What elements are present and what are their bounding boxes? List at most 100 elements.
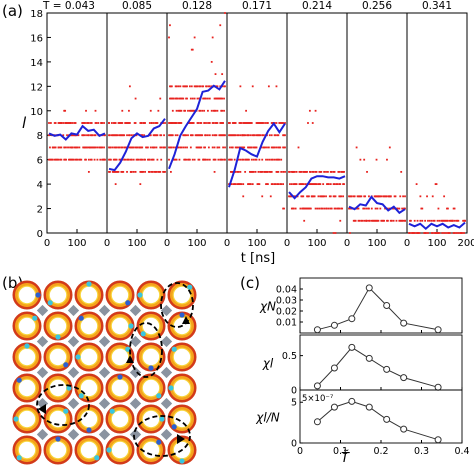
data-point <box>221 134 224 137</box>
data-point <box>240 122 243 124</box>
data-point <box>231 170 234 173</box>
data-point <box>196 97 199 100</box>
data-point <box>310 195 313 198</box>
data-point <box>65 158 67 161</box>
data-point <box>119 122 122 124</box>
data-point <box>257 134 260 137</box>
data-point <box>371 219 374 222</box>
data-point <box>276 170 279 173</box>
data-point <box>319 170 322 173</box>
data-point <box>82 134 85 137</box>
c-x-axis-label: T̃ <box>341 451 350 466</box>
mean-line <box>288 175 346 200</box>
data-point <box>284 146 286 149</box>
lattice-ring-core <box>48 285 68 305</box>
lattice-ring-core <box>48 409 68 429</box>
data-point <box>82 122 85 124</box>
data-point <box>333 207 336 210</box>
data-point <box>90 122 93 124</box>
data-point <box>307 207 309 210</box>
data-point <box>175 158 178 161</box>
data-point <box>238 183 241 186</box>
data-point <box>427 219 429 222</box>
data-point <box>276 183 279 186</box>
data-marker <box>365 403 373 411</box>
data-point <box>389 195 392 198</box>
data-point <box>148 122 151 124</box>
data-point <box>215 97 218 100</box>
lattice-ring <box>167 342 197 372</box>
data-point <box>59 122 62 124</box>
data-point <box>186 85 188 88</box>
data-point <box>121 146 124 149</box>
data-point <box>149 109 152 112</box>
lattice-patch <box>168 385 174 391</box>
data-point <box>211 134 214 137</box>
lattice-patch <box>94 455 100 461</box>
data-point <box>452 232 455 234</box>
ring-lattice <box>12 280 197 465</box>
data-point <box>163 134 165 137</box>
data-point <box>381 219 384 222</box>
data-point <box>109 146 112 149</box>
mean-line <box>108 118 166 172</box>
lattice-ring-inner <box>170 407 194 431</box>
data-point <box>60 146 63 149</box>
data-point <box>189 134 192 137</box>
data-point <box>252 146 255 149</box>
data-point <box>128 85 131 88</box>
data-point <box>74 158 77 161</box>
data-point <box>322 195 325 198</box>
data-point <box>98 146 101 149</box>
data-point <box>215 122 218 124</box>
data-point <box>112 170 115 173</box>
data-point <box>336 183 339 186</box>
scale-note: 5×10⁻⁷ <box>302 394 334 404</box>
data-point <box>177 85 180 88</box>
data-point <box>413 219 416 222</box>
data-point <box>330 207 333 210</box>
y-tick-label: 0.01 <box>276 318 297 329</box>
data-point <box>236 170 239 173</box>
data-point <box>170 146 173 149</box>
data-point <box>205 85 207 88</box>
x-tick-label: 200 <box>457 238 474 249</box>
data-point <box>248 122 250 124</box>
data-point <box>183 134 186 137</box>
data-point <box>87 170 90 173</box>
data-point <box>52 146 55 149</box>
data-point <box>333 183 336 186</box>
data-marker <box>365 284 373 292</box>
data-point <box>430 232 433 234</box>
lattice-patch <box>159 416 165 422</box>
data-point <box>376 207 379 210</box>
data-point <box>299 170 302 173</box>
lattice-ring-core <box>141 409 161 429</box>
data-point <box>134 97 137 100</box>
data-point <box>303 219 306 222</box>
data-point <box>275 170 278 173</box>
data-point <box>449 219 452 222</box>
data-point <box>64 146 67 149</box>
data-point <box>199 146 202 149</box>
data-point <box>363 195 366 198</box>
data-point <box>400 170 403 173</box>
lattice-patch <box>179 312 185 318</box>
data-point <box>382 219 385 222</box>
data-point <box>222 134 225 137</box>
data-point <box>377 195 380 198</box>
data-point <box>169 85 171 88</box>
lattice-ring <box>43 404 73 434</box>
data-point <box>283 134 285 137</box>
lattice-connector <box>36 304 49 317</box>
data-point <box>176 97 179 100</box>
data-point <box>198 85 201 88</box>
x-tick-label: 0 <box>284 238 290 249</box>
data-point <box>82 146 85 149</box>
data-point <box>149 134 152 137</box>
data-point <box>54 122 57 124</box>
data-point <box>110 122 113 124</box>
data-point <box>111 134 114 137</box>
